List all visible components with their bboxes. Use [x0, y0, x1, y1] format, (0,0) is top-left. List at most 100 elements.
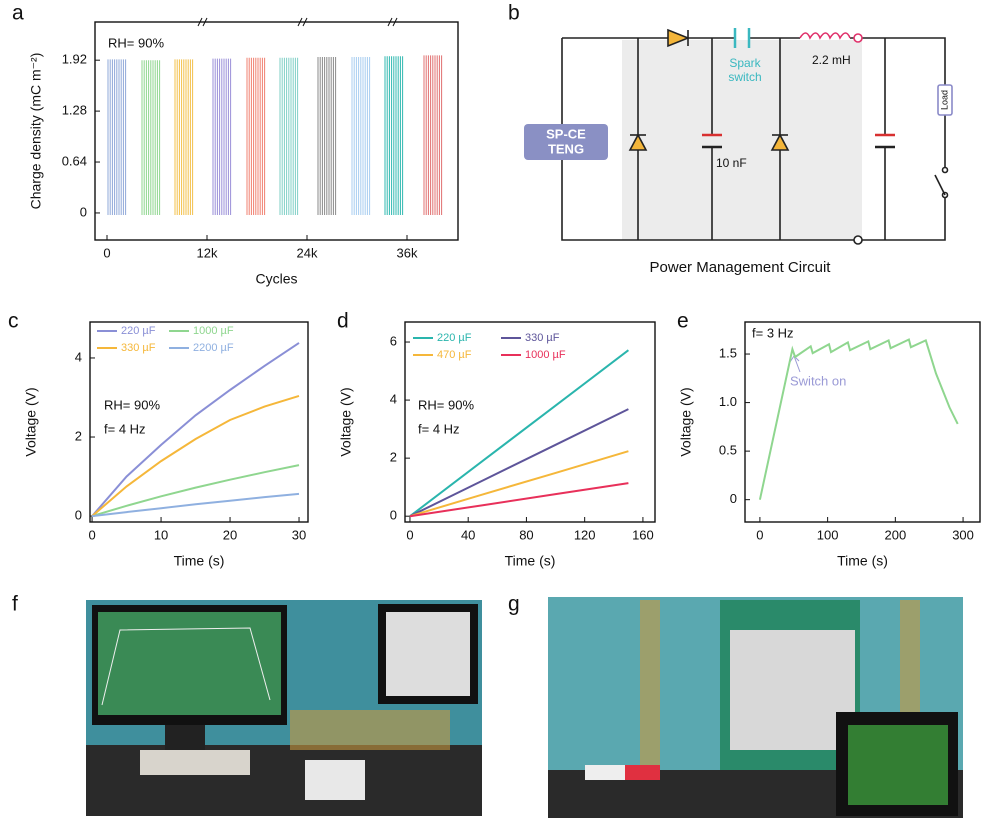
series-line — [409, 349, 630, 517]
charge-burst — [141, 60, 161, 215]
series-line — [91, 492, 300, 518]
annotation: Switch on — [790, 373, 846, 388]
panel-labels: a b c d e f g — [8, 2, 689, 616]
y-tick-label: 2 — [75, 428, 82, 443]
series-line — [758, 338, 959, 500]
axis-break — [297, 17, 308, 27]
charge-burst — [107, 59, 127, 215]
y-tick-label: 4 — [75, 349, 82, 364]
x-tick-label: 300 — [952, 527, 974, 542]
x-tick-label: 0 — [88, 527, 95, 542]
x-tick-label: 30 — [292, 527, 306, 542]
photo-g — [548, 597, 963, 818]
charge-burst — [317, 57, 337, 215]
panel-label: b — [508, 2, 520, 25]
series-line — [409, 450, 629, 518]
panel-label: f — [12, 593, 18, 616]
circuit-caption: Power Management Circuit — [650, 259, 832, 276]
y-tick-label: 0 — [390, 508, 397, 523]
legend-label: 220 µF — [437, 332, 472, 344]
x-tick-label: 0 — [103, 245, 110, 260]
legend-label: 1000 µF — [193, 325, 234, 337]
y-axis-label: Voltage (V) — [23, 387, 39, 456]
panel-label: a — [12, 2, 24, 25]
y-tick-label: 1.92 — [62, 52, 87, 67]
legend-label: 1000 µF — [525, 349, 566, 361]
panel-label: c — [8, 310, 19, 333]
legend-label: 220 µF — [121, 325, 156, 337]
source-label: TENG — [548, 141, 584, 156]
x-tick-label: 100 — [817, 527, 839, 542]
plot-frame — [89, 321, 309, 523]
annotation: RH= 90% — [108, 35, 164, 50]
x-tick-label: 40 — [461, 527, 475, 542]
x-tick-label: 160 — [632, 527, 654, 542]
axis-break — [197, 17, 208, 27]
y-tick-label: 0 — [75, 508, 82, 523]
y-tick-label: 0.64 — [62, 153, 87, 168]
x-tick-label: 36k — [397, 245, 418, 260]
annotation-arrow — [789, 355, 801, 373]
charge-burst — [174, 59, 194, 215]
y-tick-label: 6 — [390, 333, 397, 348]
y-tick-label: 4 — [390, 392, 397, 407]
charge-burst — [246, 57, 266, 215]
y-tick-label: 1.5 — [719, 345, 737, 360]
capacitor-label: 10 nF — [716, 156, 747, 170]
charge-burst — [212, 58, 232, 215]
x-tick-label: 0 — [756, 527, 763, 542]
x-axis-label: Time (s) — [837, 553, 888, 569]
axis-break — [387, 17, 398, 27]
y-tick-label: 0 — [80, 204, 87, 219]
series-line — [91, 342, 300, 517]
annotation: f= 4 Hz — [104, 421, 146, 436]
y-axis-label: Charge density (mC m⁻²) — [28, 53, 44, 210]
x-axis-label: Time (s) — [174, 553, 225, 569]
circuit — [524, 28, 953, 245]
y-tick-label: 1.0 — [719, 394, 737, 409]
legend-label: 330 µF — [121, 342, 156, 354]
x-tick-label: 120 — [574, 527, 596, 542]
y-axis-label: Voltage (V) — [678, 387, 694, 456]
series-line — [409, 482, 629, 518]
charge-burst — [384, 56, 404, 215]
y-axis-label: Voltage (V) — [338, 387, 354, 456]
charge-burst — [279, 57, 299, 215]
panel-label: d — [337, 310, 349, 333]
y-tick-label: 0 — [730, 491, 737, 506]
plot-frame — [744, 321, 981, 523]
series-line — [91, 394, 300, 517]
plot-frame — [94, 21, 459, 241]
switch-label: Spark — [729, 56, 761, 70]
annotation: RH= 90% — [104, 397, 160, 412]
annotation: f= 4 Hz — [418, 421, 460, 436]
x-tick-label: 80 — [519, 527, 533, 542]
source-label: SP-CE — [546, 126, 586, 141]
x-tick-label: 20 — [223, 527, 237, 542]
y-tick-label: 1.28 — [62, 103, 87, 118]
inductor-label: 2.2 mH — [812, 53, 851, 67]
legend-label: 470 µF — [437, 349, 472, 361]
x-tick-label: 10 — [154, 527, 168, 542]
legend-label: 330 µF — [525, 332, 560, 344]
switch-label: switch — [728, 70, 761, 84]
photo-f — [86, 600, 482, 816]
y-tick-label: 2 — [390, 450, 397, 465]
panel-label: e — [677, 310, 689, 333]
series-line — [409, 408, 629, 518]
panel-label: g — [508, 593, 520, 616]
annotation: RH= 90% — [418, 397, 474, 412]
charge-burst — [423, 55, 443, 215]
annotation: f= 3 Hz — [752, 325, 794, 340]
x-axis-label: Cycles — [255, 271, 297, 287]
x-tick-label: 0 — [406, 527, 413, 542]
plot-frame — [404, 321, 656, 523]
charge-burst — [351, 57, 371, 215]
x-tick-label: 200 — [884, 527, 906, 542]
legend-label: 2200 µF — [193, 342, 234, 354]
x-tick-label: 24k — [297, 245, 318, 260]
x-axis-label: Time (s) — [505, 553, 556, 569]
y-tick-label: 0.5 — [719, 443, 737, 458]
x-tick-label: 12k — [197, 245, 218, 260]
